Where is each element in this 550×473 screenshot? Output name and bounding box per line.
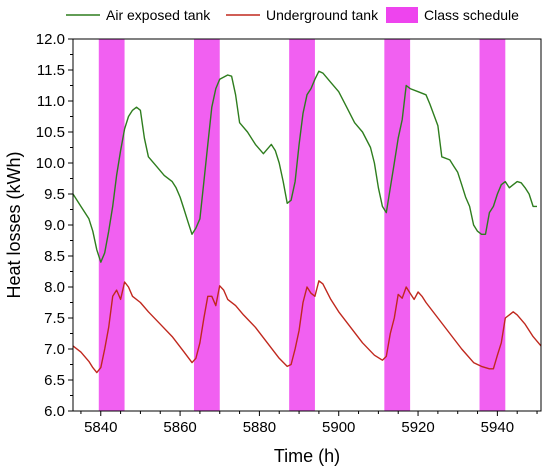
x-axis-title: Time (h) (274, 446, 340, 466)
class-schedule-band-3 (289, 39, 315, 411)
y-tick-label: 7.5 (44, 310, 65, 327)
series-line-air-exposed-tank (72, 70, 537, 263)
x-tick-label: 5880 (243, 419, 276, 436)
x-tick-label: 5940 (481, 419, 514, 436)
series-lines (72, 70, 542, 374)
y-axis-title: Heat losses (kWh) (4, 151, 24, 298)
class-schedule-band-1 (98, 39, 125, 411)
x-tick-label: 5920 (401, 419, 434, 436)
y-tick-label: 12.0 (36, 31, 65, 48)
y-tick-label: 8.0 (44, 279, 65, 296)
class-schedule-bands (98, 39, 506, 411)
axis-ticks: 5840 5860 5880 5900 5920 5940 6.0 6.5 7.0 7.5 8.0 8… (36, 31, 538, 436)
x-tick-label: 5860 (163, 419, 196, 436)
legend-label-air-exposed: Air exposed tank (106, 7, 211, 23)
series-line-underground-tank (72, 280, 542, 374)
y-tick-label: 6.5 (44, 372, 65, 389)
y-tick-label: 6.0 (44, 403, 65, 420)
y-tick-label: 7.0 (44, 341, 65, 358)
legend: Air exposed tank Underground tank Class … (66, 7, 519, 23)
class-schedule-band-4 (384, 39, 411, 411)
x-tick-label: 5900 (322, 419, 355, 436)
y-tick-label: 11.5 (37, 62, 65, 79)
y-tick-label: 10.5 (36, 124, 65, 141)
legend-label-underground: Underground tank (266, 7, 379, 23)
y-tick-label: 9.0 (44, 217, 65, 234)
y-tick-label: 8.5 (44, 248, 65, 265)
y-tick-label: 10.0 (36, 155, 65, 172)
x-tick-label: 5840 (84, 419, 117, 436)
class-schedule-band-5 (479, 39, 506, 411)
y-tick-label: 9.5 (44, 186, 65, 203)
y-tick-label: 11.0 (37, 93, 65, 110)
legend-swatch-class-schedule (386, 7, 418, 23)
legend-label-class-schedule: Class schedule (424, 7, 519, 23)
